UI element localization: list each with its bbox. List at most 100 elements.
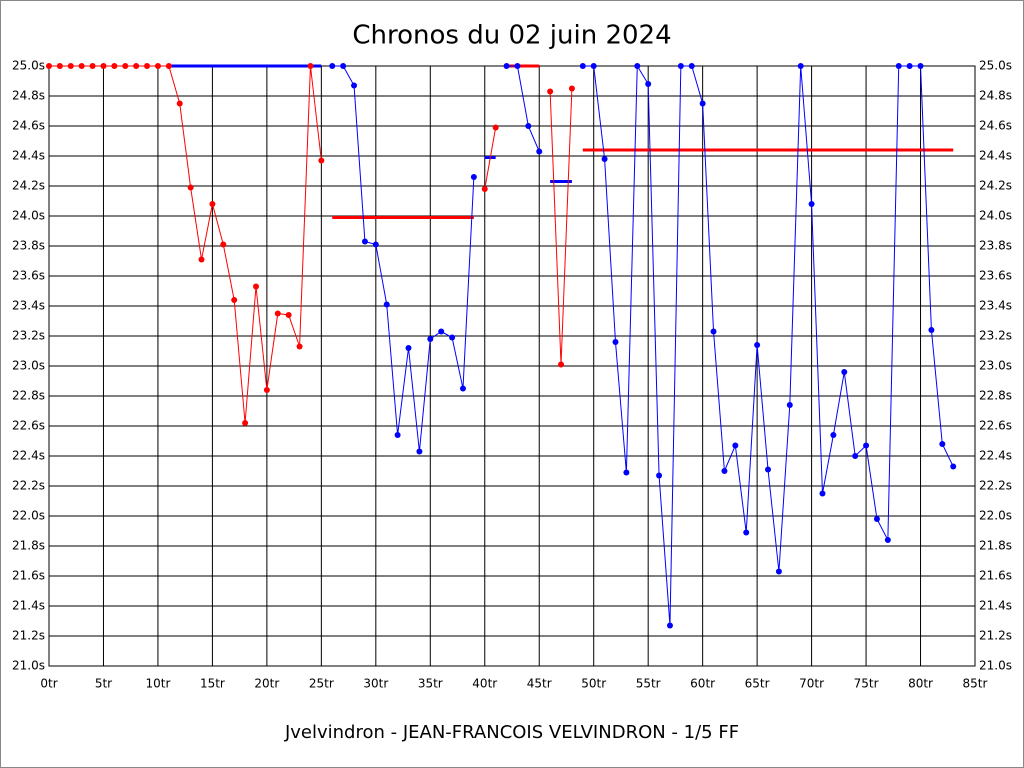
data-point: [699, 100, 706, 107]
x-tick-label: 20tr: [254, 677, 279, 691]
y2-tick-label: 23.2s: [979, 329, 1012, 343]
y2-tick-label: 21.6s: [979, 569, 1012, 583]
x-tick-label: 35tr: [418, 677, 443, 691]
data-point: [438, 328, 445, 335]
y-tick-label: 21.8s: [12, 539, 45, 553]
y2-tick-label: 22.4s: [979, 449, 1012, 463]
x-tick-label: 55tr: [636, 677, 661, 691]
y-tick-label: 22.8s: [12, 389, 45, 403]
y-tick-label: 24.0s: [12, 209, 45, 223]
y-tick-label: 21.6s: [12, 569, 45, 583]
data-point: [372, 241, 379, 248]
y2-tick-label: 21.4s: [979, 599, 1012, 613]
data-point: [154, 63, 161, 69]
data-point: [917, 63, 924, 69]
data-point: [100, 63, 107, 69]
y-tick-label: 24.8s: [12, 89, 45, 103]
y-tick-label: 22.2s: [12, 479, 45, 493]
data-point: [536, 148, 543, 155]
data-point: [307, 63, 314, 69]
x-tick-label: 45tr: [527, 677, 552, 691]
data-point: [819, 490, 826, 497]
y2-tick-label: 23.0s: [979, 359, 1012, 373]
data-point: [634, 63, 641, 69]
y-tick-label: 25.0s: [12, 59, 45, 73]
y-tick-label: 24.4s: [12, 149, 45, 163]
x-tick-label: 25tr: [309, 677, 334, 691]
data-point: [252, 283, 259, 290]
x-tick-label: 0tr: [40, 677, 57, 691]
data-point: [361, 238, 368, 245]
data-point: [710, 328, 717, 335]
x-tick-label: 70tr: [799, 677, 824, 691]
x-tick-label: 10tr: [145, 677, 170, 691]
data-point: [340, 63, 347, 69]
data-point: [351, 82, 358, 89]
data-point: [765, 466, 772, 473]
y2-tick-label: 21.2s: [979, 629, 1012, 643]
data-point: [176, 100, 183, 107]
data-point: [656, 472, 663, 479]
data-point: [122, 63, 129, 69]
data-point: [797, 63, 804, 69]
data-point: [863, 442, 870, 449]
data-point: [579, 63, 586, 69]
y-tick-label: 21.0s: [12, 659, 45, 673]
y2-tick-label: 21.8s: [979, 539, 1012, 553]
data-point: [89, 63, 96, 69]
data-point: [405, 345, 412, 351]
data-point: [329, 63, 336, 69]
y-tick-label: 23.0s: [12, 359, 45, 373]
y2-tick-label: 24.0s: [979, 209, 1012, 223]
data-point: [318, 157, 325, 164]
x-tick-label: 15tr: [200, 677, 225, 691]
data-point: [198, 256, 205, 263]
y2-tick-label: 21.0s: [979, 659, 1012, 673]
y-tick-label: 22.6s: [12, 419, 45, 433]
x-tick-label: 75tr: [854, 677, 879, 691]
data-point: [743, 529, 750, 536]
y2-tick-label: 23.6s: [979, 269, 1012, 283]
y2-tick-label: 23.4s: [979, 299, 1012, 313]
y-tick-label: 23.6s: [12, 269, 45, 283]
data-point: [601, 156, 608, 162]
data-point: [884, 537, 891, 543]
data-point: [568, 85, 575, 92]
data-point: [394, 432, 401, 438]
x-tick-label: 30tr: [363, 677, 388, 691]
x-tick-label: 60tr: [690, 677, 715, 691]
data-point: [67, 63, 74, 69]
y2-tick-label: 24.6s: [979, 119, 1012, 133]
data-point: [296, 343, 303, 350]
y-tick-label: 21.4s: [12, 599, 45, 613]
data-point: [187, 184, 194, 191]
data-point: [514, 63, 521, 69]
data-point: [852, 453, 859, 459]
y2-tick-label: 24.4s: [979, 149, 1012, 163]
y2-tick-label: 22.2s: [979, 479, 1012, 493]
data-point: [470, 174, 477, 180]
y-tick-label: 22.0s: [12, 509, 45, 523]
x-tick-label: 50tr: [581, 677, 606, 691]
data-point: [677, 63, 684, 69]
data-point: [830, 432, 837, 438]
data-point: [873, 516, 880, 522]
data-point: [558, 361, 565, 368]
footer: Jvelvindron - JEAN-FRANCOIS VELVINDRON -…: [284, 722, 739, 743]
data-point: [492, 124, 499, 131]
data-point: [754, 342, 761, 348]
y-tick-label: 23.4s: [12, 299, 45, 313]
y-tick-label: 22.4s: [12, 449, 45, 463]
data-point: [46, 63, 52, 69]
data-point: [144, 63, 151, 69]
data-point: [666, 622, 673, 629]
data-point: [732, 442, 739, 449]
data-point: [939, 441, 946, 447]
data-point: [895, 63, 902, 69]
y2-tick-label: 22.6s: [979, 419, 1012, 433]
data-point: [285, 312, 292, 318]
y-tick-label: 24.2s: [12, 179, 45, 193]
y-tick-label: 23.8s: [12, 239, 45, 253]
data-point: [78, 63, 85, 69]
data-point: [165, 63, 172, 69]
